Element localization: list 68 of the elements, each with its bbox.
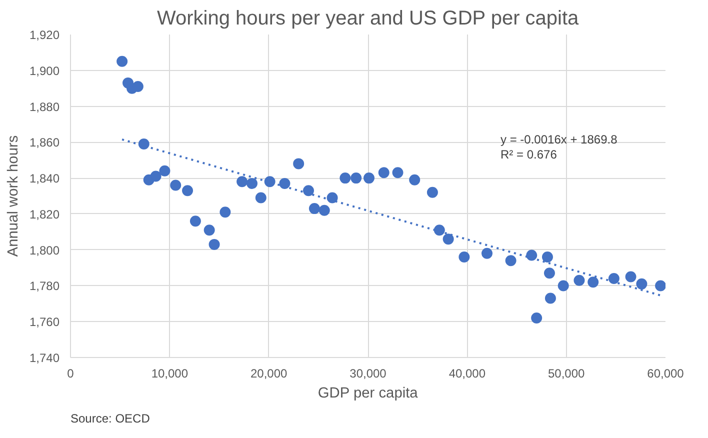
point bbox=[434, 224, 445, 236]
point bbox=[558, 280, 569, 292]
point bbox=[378, 167, 390, 178]
point bbox=[132, 81, 144, 92]
point bbox=[190, 216, 201, 227]
point bbox=[246, 178, 258, 189]
point bbox=[574, 274, 585, 286]
y-tick-label: 1,900 bbox=[29, 64, 60, 78]
y-tick-label: 1,860 bbox=[29, 136, 60, 150]
annotation: R² = 0.676 bbox=[500, 148, 558, 162]
y-tick-label: 1,920 bbox=[29, 28, 60, 42]
x-tick-label: 0 bbox=[67, 366, 74, 380]
point bbox=[608, 273, 620, 284]
point bbox=[636, 278, 648, 290]
x-axis-title: GDP per capita bbox=[318, 386, 419, 402]
point bbox=[458, 252, 470, 262]
point bbox=[544, 292, 556, 304]
y-tick-label: 1,780 bbox=[29, 279, 60, 294]
point bbox=[303, 185, 314, 196]
point bbox=[264, 176, 276, 188]
point bbox=[588, 276, 599, 288]
point bbox=[236, 176, 248, 188]
point bbox=[308, 203, 320, 214]
x-tick-label: 50,000 bbox=[548, 366, 586, 380]
point bbox=[116, 56, 128, 67]
y-tick-label: 1,820 bbox=[29, 207, 60, 222]
point bbox=[150, 170, 162, 182]
point bbox=[625, 271, 636, 282]
point bbox=[655, 280, 666, 292]
x-tick-label: 60,000 bbox=[647, 366, 684, 380]
point bbox=[293, 158, 304, 170]
point bbox=[204, 224, 215, 236]
point bbox=[542, 252, 553, 262]
point bbox=[544, 268, 555, 279]
point bbox=[392, 167, 404, 178]
y-tick-label: 1,760 bbox=[29, 315, 60, 330]
x-tick-label: 10,000 bbox=[151, 366, 188, 380]
point bbox=[255, 192, 266, 204]
point bbox=[220, 206, 231, 218]
source-note: Source: OECD bbox=[70, 412, 150, 426]
point bbox=[442, 234, 454, 245]
point bbox=[159, 165, 170, 176]
point bbox=[505, 255, 516, 266]
chart-title: Working hours per year and US GDP per capita bbox=[156, 8, 580, 30]
point bbox=[279, 178, 290, 189]
point bbox=[482, 248, 492, 259]
y-tick-label: 1,880 bbox=[29, 100, 60, 114]
y-tick-label: 1,740 bbox=[29, 351, 60, 365]
point bbox=[340, 172, 351, 184]
x-tick-label: 30,000 bbox=[350, 366, 387, 380]
point bbox=[208, 238, 220, 250]
annotation: y = -0.0016x + 1869.8 bbox=[500, 132, 618, 146]
y-tick-label: 1,840 bbox=[29, 172, 60, 186]
point bbox=[318, 204, 330, 216]
point bbox=[350, 172, 362, 184]
x-tick-label: 20,000 bbox=[250, 366, 288, 380]
point bbox=[526, 250, 538, 261]
point bbox=[409, 174, 420, 186]
y-axis-title: Annual work hours bbox=[5, 135, 22, 257]
point bbox=[326, 192, 338, 204]
point bbox=[531, 312, 542, 324]
y-tick-label: 1,800 bbox=[29, 243, 60, 258]
point bbox=[170, 180, 182, 191]
point bbox=[426, 186, 438, 198]
point bbox=[363, 172, 374, 184]
x-tick-label: 40,000 bbox=[448, 366, 486, 380]
point bbox=[138, 138, 150, 150]
point bbox=[182, 185, 194, 196]
